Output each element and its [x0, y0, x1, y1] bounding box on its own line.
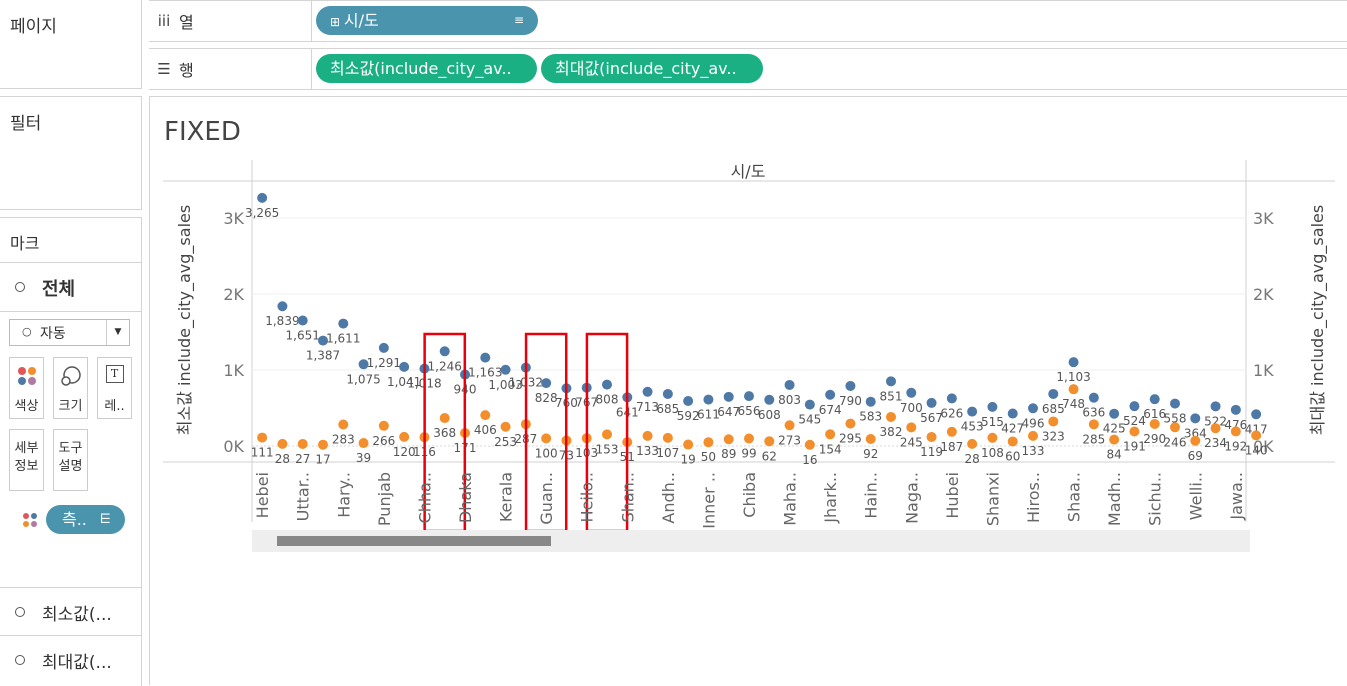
- column-pill[interactable]: ⊞ 시/도 ≡: [316, 6, 538, 35]
- measure-pill-label: 측..: [62, 510, 87, 529]
- columns-icon: iii: [157, 12, 171, 30]
- detail-button[interactable]: 세부 정보: [9, 429, 44, 491]
- row-pill-min-label: 최소값(include_city_av..: [330, 59, 512, 78]
- max-measure-row[interactable]: 최대값(...: [0, 635, 141, 683]
- expand-icon: ⊞: [330, 15, 344, 29]
- row-pill-max-label: 최대값(include_city_av..: [555, 59, 737, 78]
- label-label: 레..: [104, 399, 125, 414]
- min-measure-label: 최소값(...: [42, 605, 112, 625]
- radio-icon: [15, 607, 25, 617]
- min-measure-row[interactable]: 최소값(...: [0, 587, 141, 635]
- rows-label: 행: [179, 61, 194, 80]
- size-icon: [60, 366, 81, 386]
- column-pill-label: 시/도: [343, 11, 379, 30]
- mark-type-value: 자동: [40, 326, 66, 342]
- filters-card: 필터: [0, 96, 142, 210]
- rows-icon: ☰: [157, 60, 171, 78]
- pages-card: 페이지: [0, 0, 142, 89]
- detail-label: 세부 정보: [14, 441, 39, 474]
- marks-all-row[interactable]: 전체: [0, 262, 141, 312]
- color-legend-icon: [23, 513, 37, 527]
- color-button[interactable]: 색상: [9, 357, 44, 419]
- filters-title: 필터: [10, 114, 42, 134]
- tooltip-label: 도구 설명: [58, 441, 83, 474]
- pages-title: 페이지: [10, 17, 57, 37]
- marks-all-label: 전체: [42, 279, 76, 300]
- row-pill-max[interactable]: 최대값(include_city_av..: [541, 54, 763, 83]
- text-icon: T: [105, 365, 124, 383]
- color-label: 색상: [14, 399, 39, 414]
- columns-shelf[interactable]: iii 열 ⊞ 시/도 ≡: [149, 0, 1347, 42]
- label-button[interactable]: T 레..: [97, 357, 132, 419]
- radio-icon: [15, 282, 25, 292]
- tooltip-button[interactable]: 도구 설명: [53, 429, 88, 491]
- marks-title: 마크: [10, 234, 40, 253]
- size-button[interactable]: 크기: [53, 357, 88, 419]
- max-measure-label: 최대값(...: [42, 653, 112, 673]
- sort-icon: ⋿: [99, 512, 111, 527]
- columns-label: 열: [179, 13, 194, 32]
- rows-shelf[interactable]: ☰ 행 최소값(include_city_av.. 최대값(include_ci…: [149, 48, 1347, 90]
- radio-icon: [15, 655, 25, 665]
- size-label: 크기: [58, 399, 83, 414]
- measure-names-pill[interactable]: 측.. ⋿: [46, 505, 125, 534]
- color-icon: [17, 367, 36, 385]
- view-area: FIXED: [149, 96, 1347, 685]
- view-title: FIXED: [164, 117, 241, 147]
- mark-type-dropdown[interactable]: ○ 자동 ▼: [9, 319, 130, 346]
- chevron-down-icon: ▼: [106, 320, 129, 345]
- sort-icon: ≡: [513, 13, 524, 27]
- marks-card: 마크 전체 ○ 자동 ▼ 색상 크기 T 레.. 세부 정보 도구 설명 측..…: [0, 217, 142, 686]
- row-pill-min[interactable]: 최소값(include_city_av..: [316, 54, 537, 83]
